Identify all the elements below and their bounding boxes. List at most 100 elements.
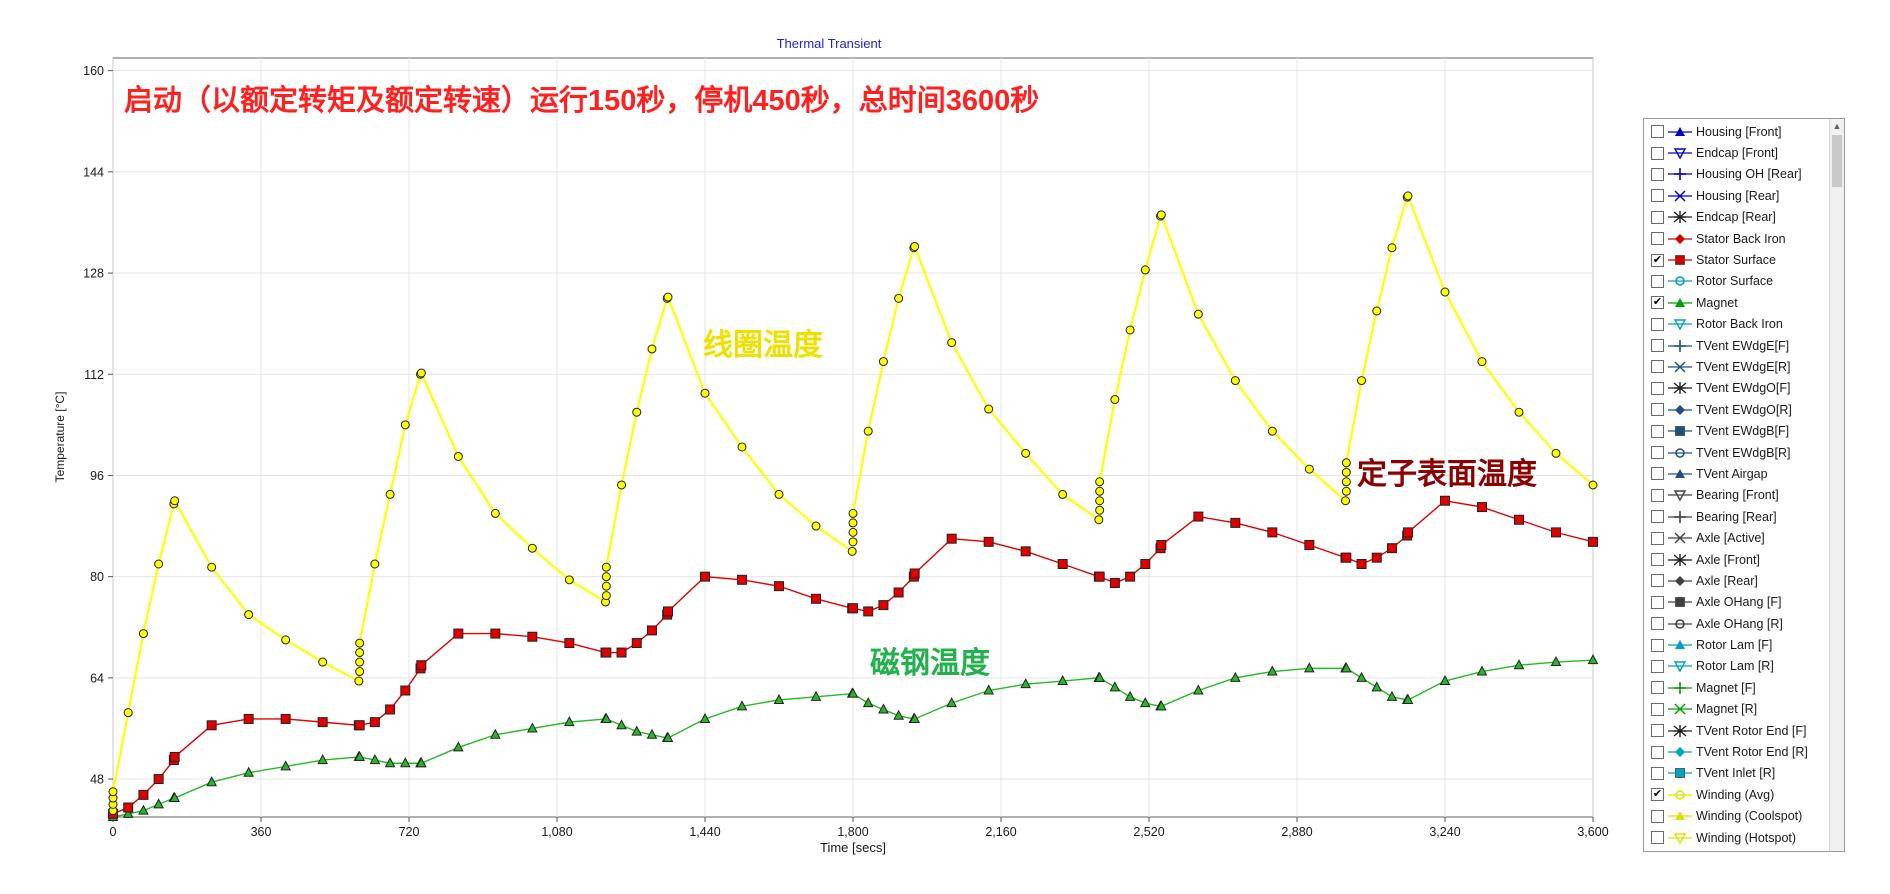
legend-item-rotor-lam-r[interactable]: Rotor Lam [R] [1644,656,1826,677]
data-point [893,587,904,598]
legend-item-rotor-lam-f[interactable]: Rotor Lam [F] [1644,634,1826,655]
legend-item-magnet[interactable]: ✔ Magnet [1644,292,1826,313]
legend-item-tvent-ewdge-f[interactable]: TVent EWdgE[F] [1644,335,1826,356]
legend-item-endcap-front[interactable]: Endcap [Front] [1644,142,1826,163]
data-point [207,562,217,572]
legend-item-rotor-surface[interactable]: Rotor Surface [1644,271,1826,292]
legend-item-tvent-ewdgo-r[interactable]: TVent EWdgO[R] [1644,399,1826,420]
legend-checkbox[interactable] [1651,232,1664,246]
legend-checkbox[interactable] [1651,745,1664,759]
legend-item-magnet-f[interactable]: Magnet [F] [1644,677,1826,698]
legend-checkbox[interactable]: ✔ [1651,788,1664,802]
legend-scrollbar[interactable]: ▲ [1829,119,1844,851]
triangle-up-marker-icon [1668,638,1692,652]
data-point [1125,325,1135,335]
legend-checkbox[interactable]: ✔ [1651,296,1664,310]
data-point [848,518,858,528]
legend-checkbox[interactable] [1651,809,1664,823]
y-tick-label: 80 [90,570,104,584]
scroll-thumb[interactable] [1832,135,1842,187]
legend-item-tvent-ewdgb-r[interactable]: TVent EWdgB[R] [1644,442,1826,463]
legend-item-winding-coolspot[interactable]: Winding (Coolspot) [1644,806,1826,827]
legend-checkbox[interactable] [1651,531,1664,545]
data-point [947,338,957,348]
data-point [1341,662,1352,673]
data-point [848,603,858,614]
legend-item-winding-avg[interactable]: ✔ Winding (Avg) [1644,784,1826,805]
legend-checkbox[interactable] [1651,638,1664,652]
legend-checkbox[interactable] [1651,467,1664,481]
legend-checkbox[interactable] [1651,189,1664,203]
legend-checkbox[interactable] [1651,510,1664,524]
data-point [1371,681,1383,692]
x-tick-label: 360 [251,825,272,839]
legend-item-magnet-r[interactable]: Magnet [R] [1644,699,1826,720]
legend-item-tvent-airgap[interactable]: TVent Airgap [1644,463,1826,484]
y-tick-label: 112 [84,368,104,382]
data-point [1156,540,1167,551]
data-point [1304,662,1315,673]
legend-checkbox[interactable] [1651,488,1664,502]
legend-item-axle-active[interactable]: Axle [Active] [1644,527,1826,548]
data-point [1193,309,1203,319]
legend-item-tvent-ewdgo-f[interactable]: TVent EWdgO[F] [1644,378,1826,399]
legend-checkbox[interactable] [1651,595,1664,609]
data-point [153,774,164,785]
data-point [893,709,904,720]
legend-item-axle-ohang-f[interactable]: Axle OHang [F] [1644,592,1826,613]
legend-checkbox[interactable] [1651,274,1664,288]
legend-item-tvent-ewdge-r[interactable]: TVent EWdgE[R] [1644,356,1826,377]
legend-item-tvent-rotor-end-r[interactable]: TVent Rotor End [R] [1644,741,1826,762]
legend-checkbox[interactable] [1651,381,1664,395]
legend-checkbox[interactable] [1651,617,1664,631]
legend-item-axle-rear[interactable]: Axle [Rear] [1644,570,1826,591]
legend-checkbox[interactable] [1651,574,1664,588]
legend-item-housing-oh-rear[interactable]: Housing OH [Rear] [1644,164,1826,185]
data-point [1095,505,1105,515]
legend-item-housing-rear[interactable]: Housing [Rear] [1644,185,1826,206]
legend-item-bearing-front[interactable]: Bearing [Front] [1644,485,1826,506]
legend-item-axle-front[interactable]: Axle [Front] [1644,549,1826,570]
legend-item-winding-hotspot[interactable]: Winding (Hotspot) [1644,827,1826,848]
legend-item-endcap-rear[interactable]: Endcap [Rear] [1644,207,1826,228]
legend-item-axle-ohang-r[interactable]: Axle OHang [R] [1644,613,1826,634]
legend-label: Bearing [Front] [1696,488,1779,503]
legend-checkbox[interactable] [1651,403,1664,417]
legend-checkbox[interactable] [1651,167,1664,181]
data-point [646,728,658,739]
legend-checkbox[interactable] [1651,360,1664,374]
legend-checkbox[interactable] [1651,146,1664,160]
legend-checkbox[interactable] [1651,766,1664,780]
legend-checkbox[interactable] [1651,125,1664,139]
triangle-up-marker-icon [1668,125,1692,139]
legend-item-tvent-ewdgb-f[interactable]: TVent EWdgB[F] [1644,420,1826,441]
data-point [1387,243,1397,253]
y-tick-label: 144 [83,165,104,179]
legend-checkbox[interactable] [1651,702,1664,716]
data-point [1440,495,1450,506]
legend-item-stator-back-iron[interactable]: Stator Back Iron [1644,228,1826,249]
legend-checkbox[interactable] [1651,446,1664,460]
data-point [400,685,411,696]
scroll-up-arrow-icon[interactable]: ▲ [1832,121,1842,131]
legend-item-housing-front[interactable]: Housing [Front] [1644,121,1826,142]
legend-item-bearing-rear[interactable]: Bearing [Rear] [1644,506,1826,527]
legend-checkbox[interactable] [1651,210,1664,224]
legend-label: Magnet [R] [1696,702,1758,717]
data-point [1230,517,1241,528]
legend-checkbox[interactable]: ✔ [1651,253,1664,267]
legend-item-rotor-back-iron[interactable]: Rotor Back Iron [1644,314,1826,335]
legend-checkbox[interactable] [1651,659,1664,673]
legend-item-stator-surface[interactable]: ✔ Stator Surface [1644,249,1826,270]
legend-checkbox[interactable] [1651,339,1664,353]
legend-item-tvent-rotor-end-f[interactable]: TVent Rotor End [F] [1644,720,1826,741]
legend-item-tvent-inlet-r[interactable]: TVent Inlet [R] [1644,763,1826,784]
legend-checkbox[interactable] [1651,424,1664,438]
legend-checkbox[interactable] [1651,553,1664,566]
legend-checkbox[interactable] [1651,681,1664,695]
legend-checkbox[interactable] [1651,831,1664,845]
legend-checkbox[interactable] [1651,724,1664,738]
legend-checkbox[interactable] [1651,317,1664,331]
data-point [243,713,254,724]
data-point [1403,191,1413,201]
